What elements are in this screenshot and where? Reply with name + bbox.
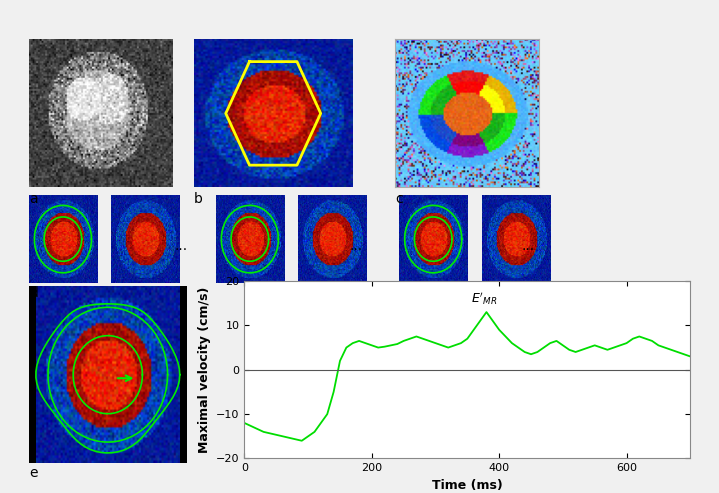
Text: ...: ... <box>522 240 535 253</box>
X-axis label: Time (ms): Time (ms) <box>432 479 503 492</box>
Y-axis label: Maximal velocity (cm/s): Maximal velocity (cm/s) <box>198 286 211 453</box>
Text: ...: ... <box>349 240 362 253</box>
Text: b: b <box>194 192 203 206</box>
Text: c: c <box>395 192 403 206</box>
Text: a: a <box>29 192 37 206</box>
Text: ...: ... <box>175 240 188 253</box>
Text: $E'_{MR}$: $E'_{MR}$ <box>470 291 497 307</box>
Text: d: d <box>29 286 37 300</box>
Text: e: e <box>29 466 37 480</box>
